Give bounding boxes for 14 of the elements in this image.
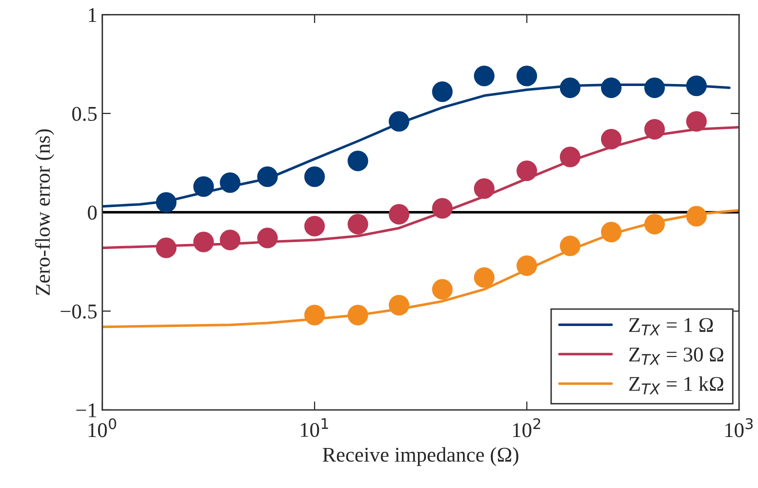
y-tick-label: 1	[88, 8, 96, 22]
y-tick-label: 0.5	[72, 106, 97, 121]
y-axis-title: Zero-flow error (ns)	[35, 129, 54, 296]
x-tick-label: 10$^{3}$	[725, 418, 753, 438]
x-tick-label: 10$^{1}$	[300, 418, 328, 438]
y-tick-label: −1	[76, 403, 96, 418]
x-axis-title: Receive impedance (Ω)	[322, 447, 518, 466]
legend-label: Z$_{TX}$ = 1 kΩ	[629, 376, 724, 394]
y-tick-label: −0.5	[60, 304, 97, 319]
x-tick-label: 10$^{0}$	[88, 418, 116, 438]
legend-label: Z$_{TX}$ = 1 Ω	[629, 318, 713, 336]
y-tick-label: 0	[88, 206, 97, 220]
x-tick-label: 10$^{2}$	[513, 418, 540, 438]
legend-label: Z$_{TX}$ = 30 Ω	[629, 348, 724, 365]
